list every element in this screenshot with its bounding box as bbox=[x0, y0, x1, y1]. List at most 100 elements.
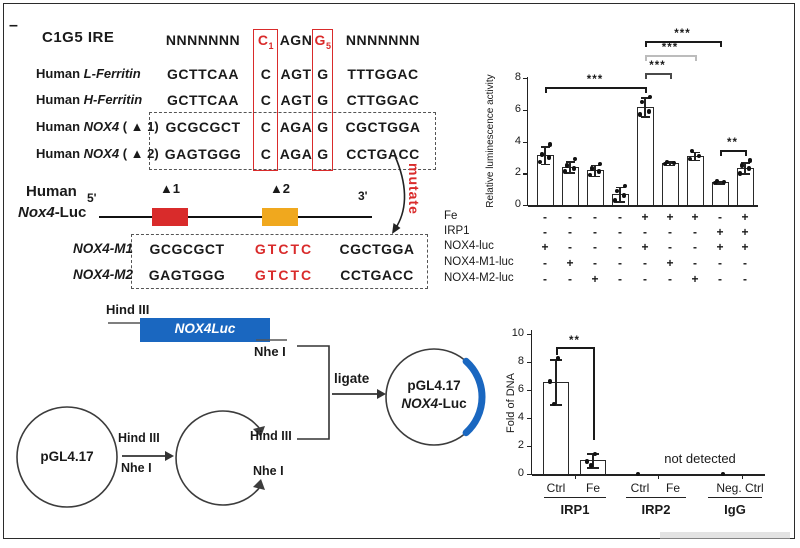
data-point bbox=[639, 99, 645, 105]
construct-label-line1: Human bbox=[26, 183, 77, 200]
alignment-row-seq: GCTTCAA C AGT G TTTGGAC bbox=[153, 66, 435, 84]
condition-value: - bbox=[743, 256, 747, 270]
ire-title: C1G5 IRE bbox=[42, 29, 115, 46]
seq-segment: CCTGACC bbox=[346, 146, 420, 162]
seq-segment: CTTGGAC bbox=[346, 92, 420, 108]
consensus-left: NNNNNNN bbox=[165, 32, 241, 48]
data-point bbox=[664, 159, 670, 165]
digest-hind3-label: Hind III bbox=[118, 431, 160, 445]
sig-label: *** bbox=[674, 28, 691, 40]
condition-value: - bbox=[618, 210, 622, 224]
y-tick bbox=[523, 78, 528, 80]
y-tick bbox=[523, 173, 528, 175]
consensus-g5: G5 bbox=[314, 32, 332, 51]
site2-marker: ▲2 bbox=[269, 181, 291, 196]
consensus-c1: C1 bbox=[257, 32, 275, 51]
product-gene-rest: -Luc bbox=[438, 396, 467, 411]
seq-segment: GCTTCAA bbox=[167, 92, 239, 108]
data-point bbox=[696, 153, 702, 159]
error-cap bbox=[540, 146, 550, 148]
sig-bracket-line bbox=[645, 41, 720, 43]
data-point bbox=[547, 379, 553, 384]
mutate-label: mutate bbox=[406, 163, 422, 215]
condition-value: - bbox=[543, 272, 547, 286]
data-point bbox=[562, 169, 568, 174]
condition-row-label: NOX4-luc bbox=[444, 240, 494, 252]
sig-bracket-line bbox=[545, 87, 645, 89]
seq-segment: GAGTGGG bbox=[164, 146, 242, 162]
seq-segment: TTTGGAC bbox=[347, 66, 419, 82]
alignment-row-label: Human NOX4 ( ▲ 2) bbox=[36, 146, 159, 161]
sig-bracket-tick bbox=[695, 54, 697, 61]
site1-marker: ▲1 bbox=[159, 181, 181, 196]
y-axis-line bbox=[526, 77, 528, 205]
condition-value: - bbox=[543, 225, 547, 239]
data-point bbox=[588, 463, 594, 468]
mutant-row-seq: GAGTGGG GTCTC CCTGACC bbox=[137, 267, 427, 285]
group-label: IgG bbox=[724, 502, 746, 517]
condition-value: - bbox=[643, 256, 647, 270]
condition-value: - bbox=[618, 272, 622, 286]
error-cap bbox=[740, 173, 750, 175]
condition-value: + bbox=[741, 210, 749, 224]
data-point bbox=[587, 172, 593, 178]
condition-row-label: Fe bbox=[444, 210, 458, 222]
y-tick-label: 6 bbox=[517, 383, 524, 395]
data-point bbox=[555, 356, 561, 361]
seq-segment: C bbox=[260, 119, 272, 135]
data-point bbox=[671, 160, 677, 166]
condition-value: + bbox=[691, 210, 699, 224]
x-axis-line bbox=[528, 205, 758, 207]
construct-gene-rest: -Luc bbox=[54, 204, 87, 221]
consensus-right: NNNNNNN bbox=[345, 32, 421, 48]
seq-segment: AGA bbox=[279, 119, 313, 135]
condition-value: + bbox=[666, 210, 674, 224]
data-point bbox=[571, 166, 577, 171]
error-bar bbox=[594, 164, 596, 176]
cloning-diagram bbox=[16, 318, 486, 508]
seq-segment: C bbox=[260, 66, 272, 82]
alignment-row-seq: GCTTCAA C AGT G CTTGGAC bbox=[153, 92, 435, 110]
sig-bracket-tick bbox=[593, 347, 595, 441]
sig-bracket-tick bbox=[645, 87, 647, 94]
data-point bbox=[662, 161, 668, 167]
data-point bbox=[622, 183, 628, 189]
data-point bbox=[712, 180, 718, 186]
sig-label: *** bbox=[649, 60, 666, 73]
y-tick-label: 10 bbox=[511, 327, 524, 339]
data-point bbox=[584, 459, 590, 464]
condition-value: - bbox=[568, 240, 572, 254]
g5-highlight-box bbox=[312, 29, 333, 171]
error-bar bbox=[669, 161, 671, 165]
category-label: Fe bbox=[665, 481, 680, 495]
y-tick-label: 4 bbox=[517, 411, 524, 423]
condition-value: - bbox=[668, 272, 672, 286]
sig-label: ** bbox=[727, 137, 738, 150]
not-detected-annotation: not detected bbox=[664, 451, 736, 466]
seq-segment: GTCTC bbox=[254, 267, 314, 283]
ire-consensus-row: NNNNNNN C1 AGN G5 NNNNNNN bbox=[153, 32, 435, 51]
condition-value: - bbox=[593, 256, 597, 270]
condition-value: - bbox=[718, 272, 722, 286]
seq-segment: G bbox=[317, 146, 329, 162]
group-underline bbox=[626, 497, 686, 499]
data-point bbox=[714, 178, 720, 184]
sig-bracket-line bbox=[645, 54, 695, 57]
error-cap bbox=[690, 151, 700, 154]
data-point bbox=[689, 148, 695, 154]
condition-value: - bbox=[593, 240, 597, 254]
condition-value: + bbox=[691, 272, 699, 286]
product-insert-arc bbox=[462, 357, 486, 437]
condition-value: - bbox=[668, 240, 672, 254]
bar bbox=[636, 106, 654, 205]
error-cap bbox=[740, 162, 750, 164]
error-cap bbox=[590, 164, 600, 167]
sig-bracket-tick bbox=[556, 347, 558, 356]
y-tick-label: 6 bbox=[514, 102, 521, 115]
y-tick bbox=[527, 474, 532, 476]
seq-segment: C bbox=[260, 146, 272, 162]
alignment-row-seq: GAGTGGG C AGA G CCTGACC bbox=[153, 146, 435, 164]
mutant-row-seq: GCGCGCT GTCTC CGCTGGA bbox=[137, 241, 427, 259]
insert-label: NOX4Luc bbox=[174, 321, 236, 336]
